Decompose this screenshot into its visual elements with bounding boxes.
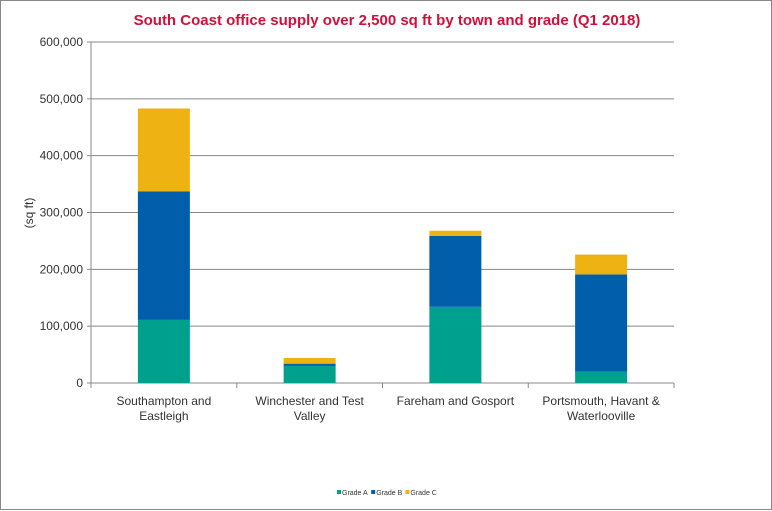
y-tick-label: 100,000 [40,319,84,333]
x-category-label: Valley [294,409,326,423]
y-tick-label: 200,000 [40,262,84,276]
y-tick-label: 500,000 [40,92,84,106]
y-tick-label: 0 [76,376,83,390]
bar-grade-c [575,254,628,275]
y-tick-label: 600,000 [40,35,84,49]
legend-label: Grade A [342,490,368,497]
bar-grade-b [283,363,336,366]
chart-title: South Coast office supply over 2,500 sq … [133,12,641,29]
x-category-label: Winchester and Test [255,394,364,408]
bar-grade-b [575,274,628,372]
legend-label: Grade C [410,490,436,497]
bar-grade-b [429,235,482,307]
bar-grade-a [137,319,190,383]
legend-swatch [371,490,376,494]
y-tick-label: 400,000 [40,149,84,163]
x-category-label: Eastleigh [139,409,188,423]
legend-swatch [337,490,341,494]
bar-grade-c [137,108,190,192]
x-category-label: Portsmouth, Havant & [542,394,659,408]
x-category-label: Fareham and Gosport [397,394,515,408]
bar-grade-b [137,191,190,320]
bar-grade-a [429,306,482,383]
bar-grade-c [429,230,482,236]
y-axis-label: (sq ft) [22,198,36,229]
bar-grade-a [575,371,628,383]
legend-swatch [405,490,410,494]
bar-grade-c [283,357,336,364]
legend-label: Grade B [376,490,402,497]
x-category-label: Waterlooville [567,409,636,423]
bar-grade-a [283,365,336,383]
y-tick-label: 300,000 [40,206,84,220]
x-category-label: Southampton and [117,394,212,408]
